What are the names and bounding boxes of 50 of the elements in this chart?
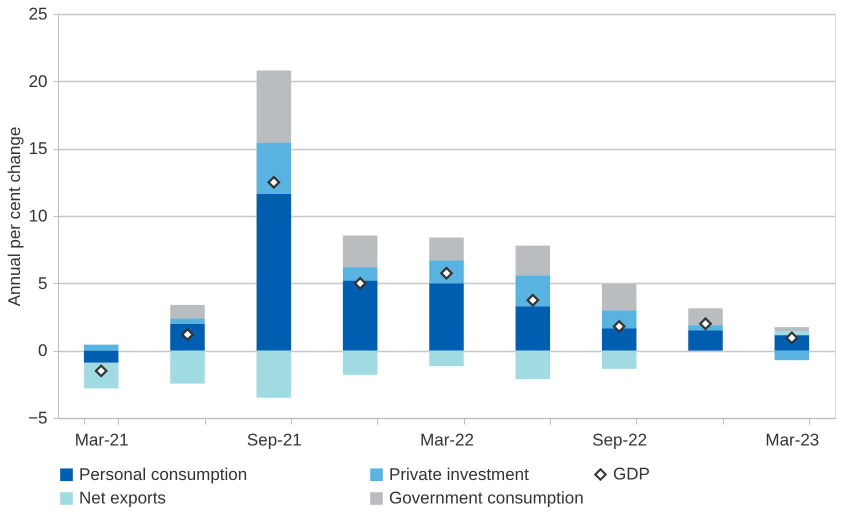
point bbox=[526, 294, 540, 307]
point bbox=[354, 276, 367, 290]
y-tick-label: −5 bbox=[28, 408, 48, 428]
y-tick-label: 5 bbox=[38, 274, 48, 293]
bar bbox=[342, 267, 378, 281]
bar bbox=[429, 238, 464, 260]
bar bbox=[170, 304, 205, 318]
bar bbox=[774, 327, 810, 332]
bar bbox=[342, 236, 378, 268]
bar bbox=[516, 306, 550, 351]
bar bbox=[256, 350, 292, 398]
x-tick-label: Sep-21 bbox=[246, 430, 302, 450]
bar bbox=[429, 350, 464, 366]
bar bbox=[516, 350, 550, 379]
bar bbox=[170, 324, 205, 351]
point bbox=[612, 320, 626, 333]
bar bbox=[516, 275, 550, 306]
x-tick-label: Mar-22 bbox=[420, 430, 474, 450]
y-tick-label: 15 bbox=[28, 139, 48, 158]
bar bbox=[602, 284, 636, 310]
x-tick-label: Mar-21 bbox=[74, 430, 129, 450]
y-tick-label: 25 bbox=[28, 4, 48, 24]
legend-label: Personal consumption bbox=[79, 464, 248, 484]
bar bbox=[342, 280, 378, 351]
bar bbox=[84, 350, 118, 363]
point bbox=[267, 176, 280, 189]
y-axis-title: Annual per cent change bbox=[5, 126, 24, 306]
y-tick-label: 0 bbox=[38, 341, 48, 360]
y-tick-label: 20 bbox=[28, 72, 48, 91]
legend-label: GDP bbox=[613, 464, 650, 484]
x-tick-label: Sep-22 bbox=[592, 430, 648, 450]
legend-label: Private investment bbox=[389, 464, 530, 484]
bar bbox=[516, 246, 550, 276]
bar bbox=[256, 70, 292, 143]
bar bbox=[602, 350, 636, 369]
bar bbox=[774, 350, 810, 360]
legend-label: Net exports bbox=[79, 488, 166, 508]
bar bbox=[170, 318, 205, 324]
bar bbox=[688, 330, 723, 351]
y-tick-label: 10 bbox=[28, 206, 48, 226]
bar bbox=[84, 344, 118, 351]
legend-label: Government consumption bbox=[389, 488, 584, 508]
bar bbox=[256, 194, 292, 351]
bar bbox=[429, 283, 464, 351]
bar bbox=[256, 142, 292, 194]
bar bbox=[170, 350, 205, 384]
x-tick-label: Mar-23 bbox=[765, 430, 820, 450]
point bbox=[699, 317, 712, 330]
bar bbox=[602, 328, 636, 351]
bar bbox=[342, 350, 378, 375]
